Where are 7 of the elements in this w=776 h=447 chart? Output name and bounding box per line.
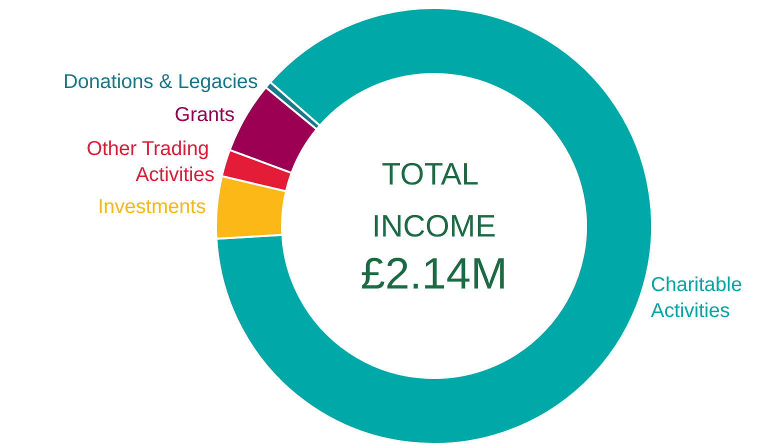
slice-label: Other Trading Activities xyxy=(86,138,214,186)
slice-label: Donations & Legacies xyxy=(63,71,258,94)
text: £2.14M xyxy=(360,250,508,298)
slice-label: Grants xyxy=(174,104,235,126)
text: TOTAL INCOME xyxy=(372,156,496,244)
slice-label: Charitable Activities xyxy=(650,274,748,322)
slice-label: Investments xyxy=(98,196,206,218)
